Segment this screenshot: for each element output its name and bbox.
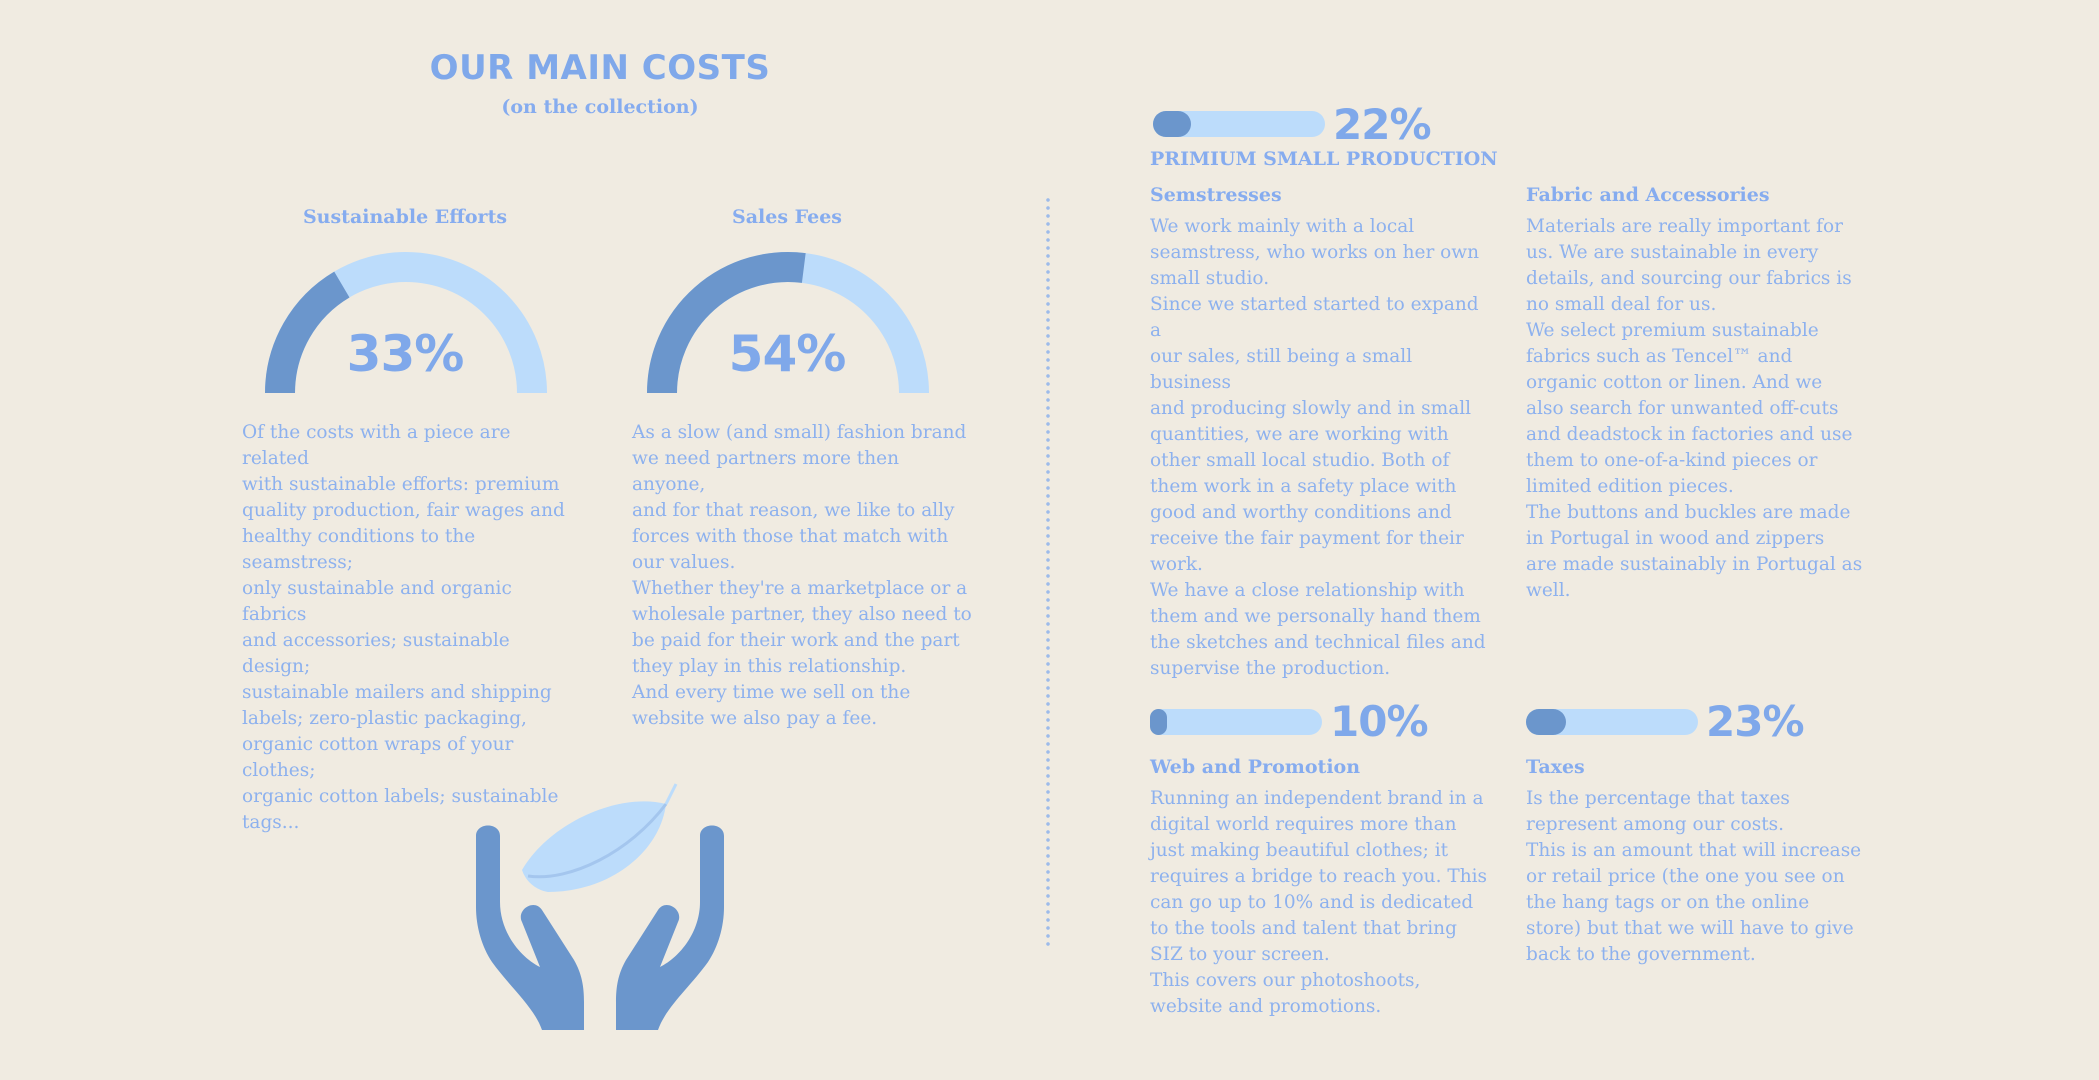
- progress-fill: [1153, 111, 1191, 137]
- text-web: Running an independent brand in a digita…: [1150, 788, 1488, 1017]
- percent-premium: 22%: [1333, 100, 1432, 149]
- progress-track: [1150, 709, 1322, 735]
- gauge-sales: [647, 252, 929, 394]
- progress-fill: [1526, 709, 1566, 735]
- heading-web: Web and Promotion: [1150, 756, 1361, 778]
- text-fabric: Materials are really important for us. W…: [1526, 216, 1863, 601]
- gauge-fill: [647, 252, 806, 394]
- gauge-title-sales: Sales Fees: [732, 206, 842, 228]
- text-semstresses: We work mainly with a local seamstress, …: [1150, 216, 1486, 679]
- page-subtitle: (on the collection): [501, 96, 699, 118]
- percent-taxes: 23%: [1706, 697, 1805, 746]
- gauge-title-sustainable: Sustainable Efforts: [302, 206, 508, 228]
- gauge-fill: [265, 271, 350, 394]
- heading-fabric: Fabric and Accessories: [1526, 184, 1770, 206]
- heading-semstresses: Semstresses: [1150, 184, 1282, 206]
- progress-track: [1526, 709, 1698, 735]
- percent-web: 10%: [1330, 697, 1429, 746]
- progress-track: [1153, 111, 1325, 137]
- column-divider: [1046, 196, 1050, 950]
- gauge-percent-sales: 54%: [728, 325, 847, 383]
- section-label-premium: PRIMIUM SMALL PRODUCTION: [1150, 148, 1498, 170]
- page-title: OUR MAIN COSTS: [429, 48, 771, 88]
- gauge-sustainable: [265, 252, 547, 394]
- gauge-text-sustainable: Of the costs with a piece are related wi…: [242, 422, 565, 833]
- progress-bar-taxes: [1526, 709, 1698, 735]
- progress-fill: [1150, 709, 1168, 735]
- progress-bar-premium: [1153, 111, 1325, 137]
- gauge-text-sales: As a slow (and small) fashion brand we n…: [632, 422, 972, 729]
- heading-taxes: Taxes: [1526, 756, 1585, 778]
- hands-holding-leaf-icon: [476, 783, 724, 1030]
- gauge-percent-sustainable: 33%: [346, 325, 465, 383]
- progress-bar-web: [1150, 709, 1322, 735]
- text-taxes: Is the percentage that taxes represent a…: [1526, 788, 1862, 965]
